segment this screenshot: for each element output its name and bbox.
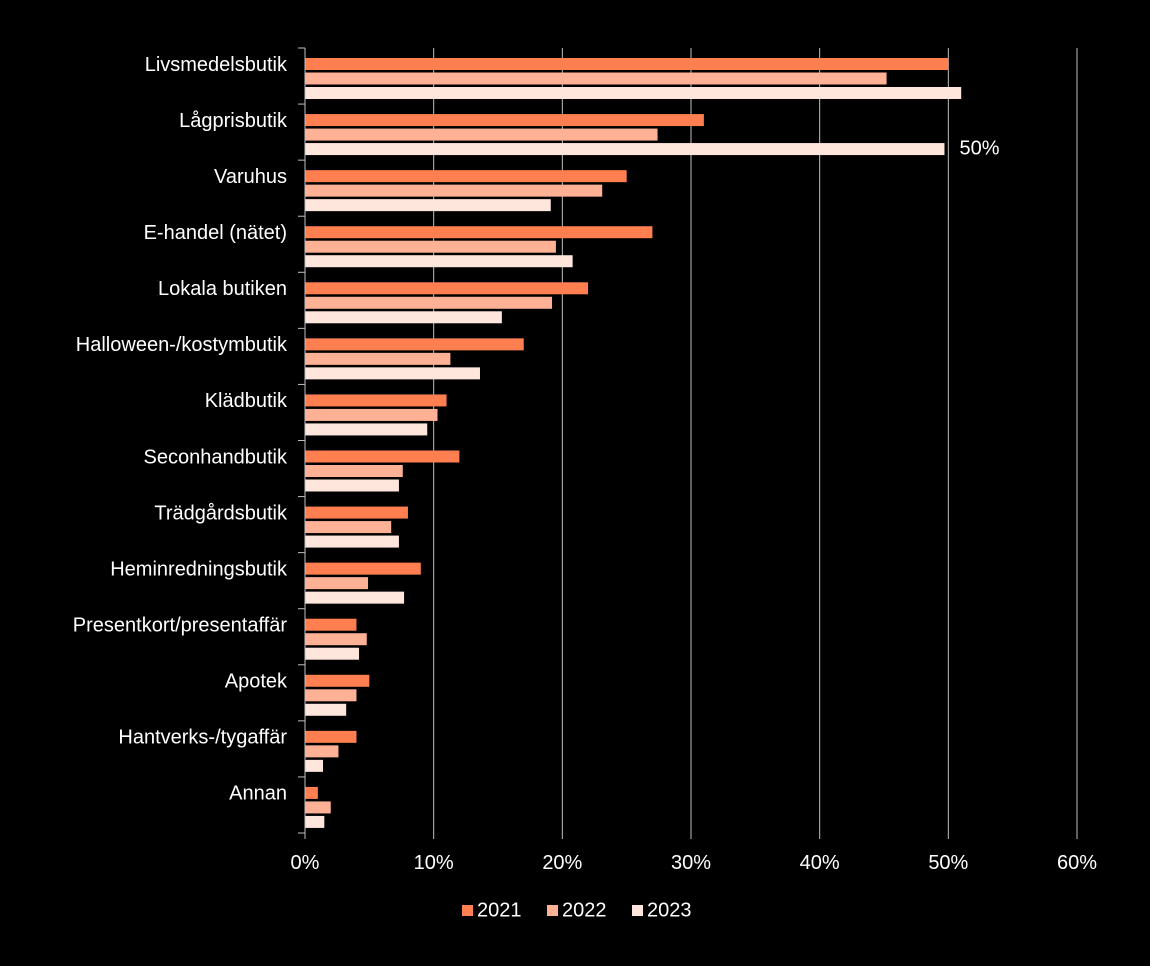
category-label-seconhandbutik: Seconhandbutik bbox=[144, 446, 288, 468]
x-tick-label: 60% bbox=[1057, 852, 1097, 874]
bar-seconhandbutik-2023 bbox=[305, 479, 399, 492]
bar-apotek-2021 bbox=[305, 674, 370, 687]
category-label-livsmedelsbutik: Livsmedelsbutik bbox=[145, 54, 288, 76]
bar-heminredningsbutik-2021 bbox=[305, 562, 421, 575]
x-tick-label: 20% bbox=[542, 852, 582, 874]
bar-lågprisbutik-2023 bbox=[305, 143, 945, 156]
annotations: 50% bbox=[959, 137, 999, 159]
category-labels: Livsmedelsbutik Lågprisbutik Varuhus E-hand… bbox=[73, 54, 288, 805]
legend-swatch-2021 bbox=[462, 905, 473, 916]
category-label-klädbutik: Klädbutik bbox=[205, 390, 288, 412]
bar-trädgårdsbutik-2021 bbox=[305, 506, 408, 519]
bar-livsmedelsbutik-2022 bbox=[305, 72, 887, 85]
bar-heminredningsbutik-2022 bbox=[305, 577, 369, 590]
bar-e-handel-nätet-2023 bbox=[305, 255, 573, 268]
bar-klädbutik-2021 bbox=[305, 394, 447, 407]
bar-halloween-kostymbutik-2023 bbox=[305, 367, 480, 380]
bar-trädgårdsbutik-2023 bbox=[305, 535, 399, 548]
category-label-apotek: Apotek bbox=[225, 671, 288, 693]
bar-varuhus-2021 bbox=[305, 170, 627, 183]
bar-halloween-kostymbutik-2021 bbox=[305, 338, 524, 351]
bars bbox=[305, 58, 962, 828]
bar-presentkort-presentaffär-2021 bbox=[305, 618, 357, 631]
bar-annan-2023 bbox=[305, 815, 325, 828]
bar-klädbutik-2022 bbox=[305, 408, 438, 421]
legend-label-2021: 2021 bbox=[477, 899, 522, 921]
bar-livsmedelsbutik-2021 bbox=[305, 58, 949, 70]
category-label-halloween-kostymbutik: Halloween-/kostymbutik bbox=[76, 334, 288, 356]
x-tick-label: 50% bbox=[928, 852, 968, 874]
bar-varuhus-2022 bbox=[305, 184, 603, 197]
bar-heminredningsbutik-2023 bbox=[305, 591, 405, 604]
x-tick-label: 30% bbox=[671, 852, 711, 874]
bar-hantverks-tygaffär-2023 bbox=[305, 759, 324, 772]
x-tick-label: 40% bbox=[800, 852, 840, 874]
bar-annan-2021 bbox=[305, 786, 318, 799]
bar-lokala-butiken-2021 bbox=[305, 282, 589, 295]
bar-presentkort-presentaffär-2023 bbox=[305, 647, 360, 660]
category-label-lågprisbutik: Lågprisbutik bbox=[179, 110, 288, 132]
bar-klädbutik-2023 bbox=[305, 423, 428, 436]
bar-apotek-2023 bbox=[305, 703, 347, 716]
category-label-trädgårdsbutik: Trädgårdsbutik bbox=[154, 502, 288, 524]
legend-swatch-2022 bbox=[547, 905, 558, 916]
bar-annan-2022 bbox=[305, 801, 331, 814]
gridlines bbox=[433, 48, 1078, 833]
category-label-annan: Annan bbox=[229, 783, 287, 805]
legend-label-2023: 2023 bbox=[647, 899, 692, 921]
category-label-heminredningsbutik: Heminredningsbutik bbox=[110, 558, 288, 580]
x-tick-label: 10% bbox=[414, 852, 454, 874]
bar-hantverks-tygaffär-2021 bbox=[305, 730, 357, 743]
bar-livsmedelsbutik-2023 bbox=[305, 87, 962, 99]
annotation-label: 50% bbox=[959, 137, 999, 159]
bar-apotek-2022 bbox=[305, 689, 357, 702]
bar-lokala-butiken-2022 bbox=[305, 296, 553, 309]
bar-seconhandbutik-2022 bbox=[305, 465, 403, 477]
bar-lokala-butiken-2023 bbox=[305, 311, 502, 324]
bar-e-handel-nätet-2022 bbox=[305, 240, 556, 253]
legend-swatch-2023 bbox=[632, 905, 643, 916]
category-label-lokala-butiken: Lokala butiken bbox=[158, 278, 287, 300]
x-tick-labels: 0% 10% 20% 30% 40% 50% 60% bbox=[291, 852, 1098, 874]
bar-lågprisbutik-2021 bbox=[305, 114, 704, 127]
x-tick-label: 0% bbox=[291, 852, 320, 874]
bar-varuhus-2023 bbox=[305, 199, 551, 212]
legend: 2021 2022 2023 bbox=[462, 899, 692, 921]
bar-trädgårdsbutik-2022 bbox=[305, 521, 392, 534]
bar-presentkort-presentaffär-2022 bbox=[305, 633, 367, 646]
category-label-varuhus: Varuhus bbox=[214, 166, 287, 188]
y-axis bbox=[298, 47, 1078, 839]
bar-hantverks-tygaffär-2022 bbox=[305, 745, 339, 758]
category-label-presentkort-presentaffär: Presentkort/presentaffär bbox=[73, 614, 288, 636]
bar-e-handel-nätet-2021 bbox=[305, 226, 653, 239]
legend-label-2022: 2022 bbox=[562, 899, 607, 921]
category-label-e-handel-nätet: E-handel (nätet) bbox=[144, 222, 287, 244]
category-label-hantverks-tygaffär: Hantverks-/tygaffär bbox=[118, 727, 287, 749]
bar-seconhandbutik-2021 bbox=[305, 450, 460, 463]
bar-halloween-kostymbutik-2022 bbox=[305, 352, 451, 365]
bar-lågprisbutik-2022 bbox=[305, 128, 658, 141]
